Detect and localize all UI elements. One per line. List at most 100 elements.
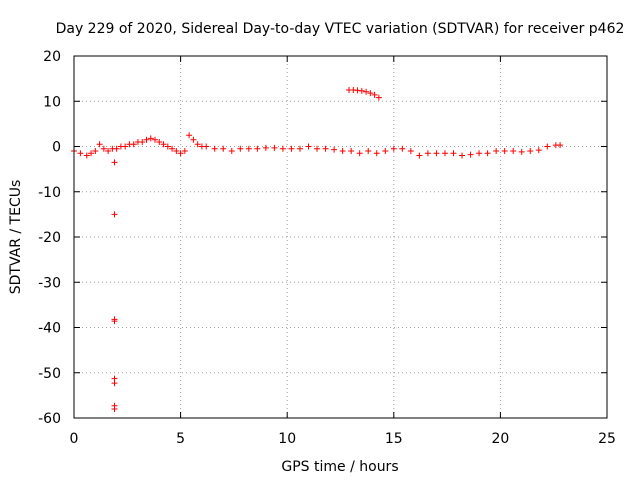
data-point bbox=[433, 150, 440, 157]
data-point bbox=[190, 136, 197, 143]
data-point bbox=[484, 150, 491, 157]
data-point bbox=[535, 147, 542, 154]
data-point bbox=[279, 145, 286, 152]
x-axis-label: GPS time / hours bbox=[281, 459, 398, 475]
data-point bbox=[356, 150, 363, 157]
data-point bbox=[100, 145, 107, 152]
data-point bbox=[92, 148, 99, 155]
data-point bbox=[331, 146, 338, 153]
data-point bbox=[382, 148, 389, 155]
data-point bbox=[493, 148, 500, 155]
x-tick-label: 15 bbox=[385, 431, 403, 447]
plot-frame bbox=[73, 55, 608, 419]
data-point bbox=[365, 148, 372, 155]
data-point bbox=[111, 380, 118, 387]
data-point bbox=[111, 405, 118, 412]
data-point bbox=[122, 143, 129, 150]
data-point bbox=[130, 141, 137, 148]
y-tick-label: -20 bbox=[38, 230, 61, 246]
series-outliers-near-hour-2 bbox=[111, 159, 118, 412]
data-point bbox=[367, 90, 374, 97]
data-point bbox=[450, 150, 457, 157]
series-main-trace bbox=[71, 132, 564, 159]
x-tick-label: 20 bbox=[491, 431, 509, 447]
y-tick-label: 20 bbox=[43, 49, 61, 65]
data-point bbox=[271, 144, 278, 151]
data-point bbox=[173, 148, 180, 155]
x-tick-label: 25 bbox=[598, 431, 616, 447]
data-point bbox=[358, 87, 365, 94]
data-point bbox=[111, 211, 118, 218]
x-tick-labels: 0 5 10 15 20 25 bbox=[70, 431, 616, 447]
y-tick-label: 0 bbox=[52, 140, 61, 156]
data-point bbox=[88, 150, 95, 157]
data-point bbox=[181, 148, 188, 155]
data-point bbox=[139, 138, 146, 145]
data-point bbox=[143, 136, 150, 143]
data-point bbox=[147, 135, 154, 142]
y-tick-label: -10 bbox=[38, 185, 61, 201]
grid-lines bbox=[74, 56, 607, 418]
data-point bbox=[194, 141, 201, 148]
data-point bbox=[557, 142, 564, 149]
data-point bbox=[211, 145, 218, 152]
data-points bbox=[71, 86, 564, 412]
data-point bbox=[254, 145, 261, 152]
data-point bbox=[305, 143, 312, 150]
y-axis-label: SDTVAR / TECUs bbox=[8, 180, 24, 295]
y-tick-label: 10 bbox=[43, 94, 61, 110]
data-point bbox=[459, 152, 466, 159]
data-point bbox=[111, 318, 118, 325]
data-point bbox=[373, 150, 380, 157]
data-point bbox=[399, 145, 406, 152]
x-tick-label: 10 bbox=[278, 431, 296, 447]
x-tick-label: 5 bbox=[176, 431, 185, 447]
data-point bbox=[501, 148, 508, 155]
data-point bbox=[152, 136, 159, 143]
data-point bbox=[518, 148, 525, 155]
data-point bbox=[83, 152, 90, 159]
data-point bbox=[111, 159, 118, 166]
data-point bbox=[476, 150, 483, 157]
data-point bbox=[288, 145, 295, 152]
data-point bbox=[363, 88, 370, 95]
data-point bbox=[339, 148, 346, 155]
data-point bbox=[169, 145, 176, 152]
y-tick-label: -60 bbox=[38, 411, 61, 427]
x-tick-label: 0 bbox=[70, 431, 79, 447]
data-point bbox=[416, 152, 423, 159]
data-point bbox=[164, 143, 171, 150]
data-point bbox=[220, 145, 227, 152]
data-point bbox=[113, 145, 120, 152]
data-point bbox=[407, 148, 414, 155]
data-point bbox=[544, 143, 551, 150]
data-point bbox=[441, 150, 448, 157]
data-point bbox=[314, 145, 321, 152]
series-arc-near-hour-13 bbox=[346, 86, 382, 101]
data-point bbox=[177, 150, 184, 157]
data-point bbox=[237, 145, 244, 152]
data-point bbox=[424, 150, 431, 157]
data-point bbox=[77, 150, 84, 157]
data-point bbox=[348, 148, 355, 155]
data-point bbox=[160, 141, 167, 148]
y-tick-label: -40 bbox=[38, 321, 61, 337]
data-point bbox=[527, 148, 534, 155]
data-point bbox=[467, 151, 474, 158]
data-point bbox=[245, 145, 252, 152]
axis-ticks bbox=[73, 55, 608, 419]
data-point bbox=[510, 148, 517, 155]
data-point bbox=[156, 138, 163, 145]
data-point bbox=[390, 145, 397, 152]
data-point bbox=[105, 148, 112, 155]
data-point bbox=[296, 145, 303, 152]
data-point bbox=[228, 148, 235, 155]
data-point bbox=[371, 91, 378, 98]
y-tick-label: -30 bbox=[38, 275, 61, 291]
y-tick-labels: 20 10 0 -10 -20 -30 -40 -50 -60 bbox=[38, 49, 61, 427]
data-point bbox=[262, 144, 269, 151]
data-point bbox=[375, 94, 382, 101]
data-point bbox=[322, 145, 329, 152]
data-point bbox=[186, 132, 193, 139]
